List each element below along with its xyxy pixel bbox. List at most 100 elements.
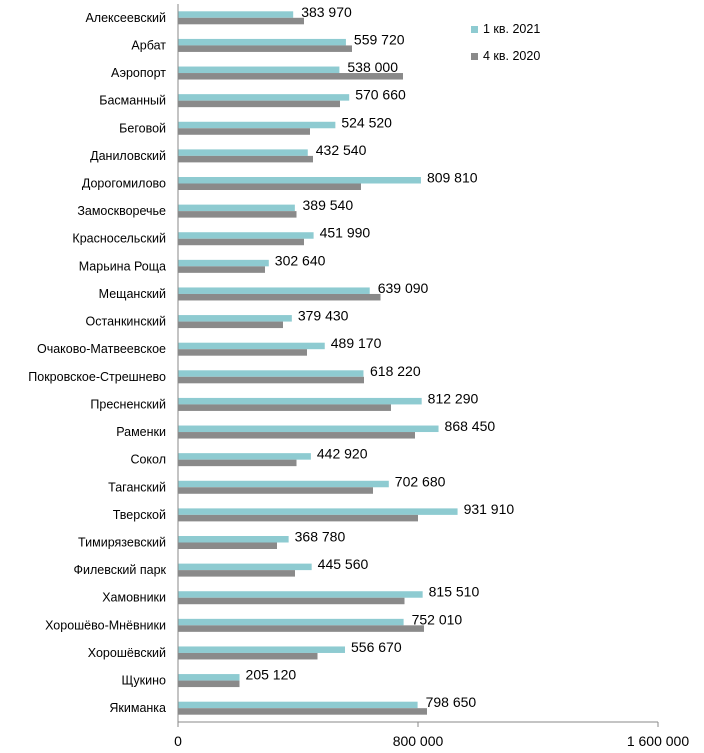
category-label: Мещанский (99, 287, 166, 301)
data-label: 812 290 (428, 390, 479, 406)
data-label: 570 660 (355, 87, 406, 103)
data-label: 639 090 (378, 280, 429, 296)
category-label: Раменки (116, 425, 166, 439)
category-label: Сокол (130, 453, 166, 467)
data-label: 815 510 (429, 584, 480, 600)
data-label: 524 520 (341, 114, 392, 130)
bar-q1-2021 (178, 287, 370, 294)
bar-q1-2021 (178, 259, 269, 267)
bar-q1-2021 (178, 94, 350, 101)
bar-q1-2021 (178, 342, 325, 350)
bar-q1-2021 (178, 177, 421, 184)
bar-q4-2020 (178, 321, 283, 329)
bar-q4-2020 (178, 238, 304, 246)
data-label: 702 680 (395, 473, 446, 489)
data-label: 538 000 (347, 59, 398, 75)
bar-q1-2021 (178, 315, 292, 322)
category-label: Басманный (99, 94, 166, 108)
bar-q1-2021 (178, 591, 423, 598)
data-label: 389 540 (303, 197, 354, 213)
bar-q4-2020 (178, 128, 310, 135)
category-label: Очаково-Матвеевское (37, 342, 166, 356)
data-label: 383 970 (301, 4, 352, 20)
bar-q4-2020 (178, 514, 418, 522)
bar-q1-2021 (178, 508, 458, 515)
bar-q4-2020 (178, 459, 297, 467)
category-label: Тимирязевский (78, 536, 166, 550)
category-label: Хамовники (102, 591, 166, 605)
bar-q1-2021 (178, 66, 340, 74)
category-labels: Алексеевский Арбат Аэропорт Басманный Бегово… (28, 11, 166, 715)
data-label: 618 220 (370, 363, 421, 379)
x-tick-label: 1 600 000 (627, 733, 689, 749)
legend-label: 1 кв. 2021 (483, 22, 540, 36)
bar-q4-2020 (178, 183, 361, 190)
bar-q1-2021 (178, 121, 336, 129)
category-label: Красносельский (72, 232, 166, 246)
data-label: 556 670 (351, 639, 402, 655)
bar-q4-2020 (178, 708, 427, 715)
bar-q4-2020 (178, 542, 277, 549)
bar-q4-2020 (178, 155, 313, 163)
bar-q4-2020 (178, 652, 318, 660)
bar-q4-2020 (178, 597, 405, 605)
bars (178, 11, 458, 715)
x-tick-label: 800 000 (393, 733, 444, 749)
category-label: Аэропорт (111, 66, 166, 80)
bar-q1-2021 (178, 11, 294, 18)
bar-q1-2021 (178, 370, 364, 377)
bar-q1-2021 (178, 397, 422, 405)
data-label: 752 010 (412, 611, 463, 627)
data-label: 302 640 (275, 252, 326, 268)
bar-q1-2021 (178, 701, 418, 709)
bar-q1-2021 (178, 480, 389, 488)
data-label: 931 910 (464, 501, 515, 517)
category-label: Тверской (113, 508, 166, 522)
bar-q4-2020 (178, 17, 304, 25)
x-axis: 0 800 000 1 600 000 (174, 4, 689, 749)
data-label: 559 720 (354, 31, 405, 47)
data-label: 442 920 (317, 446, 368, 462)
legend-swatch (471, 53, 478, 60)
bar-q4-2020 (178, 73, 403, 80)
category-label: Щукино (121, 674, 166, 688)
category-label: Даниловский (90, 149, 166, 163)
category-label: Марьина Роща (79, 259, 166, 273)
data-label: 451 990 (320, 225, 371, 241)
bar-q4-2020 (178, 570, 295, 577)
bar-q4-2020 (178, 349, 307, 356)
bar-q1-2021 (178, 646, 346, 653)
bar-q4-2020 (178, 376, 364, 384)
x-tick-label: 0 (174, 733, 182, 749)
data-label: 809 810 (427, 170, 478, 186)
data-label: 368 780 (295, 529, 346, 545)
bar-q4-2020 (178, 432, 415, 439)
bar-q4-2020 (178, 100, 340, 108)
bar-q1-2021 (178, 618, 404, 626)
bar-q1-2021 (178, 425, 439, 433)
category-label: Беговой (119, 121, 166, 135)
category-label: Дорогомилово (82, 177, 166, 191)
data-label: 489 170 (331, 335, 382, 351)
data-label: 868 450 (445, 418, 496, 434)
category-label: Таганский (108, 480, 166, 494)
bar-q1-2021 (178, 674, 240, 681)
bar-q1-2021 (178, 38, 346, 46)
category-label: Пресненский (90, 397, 166, 411)
bar-q4-2020 (178, 293, 381, 301)
bar-q1-2021 (178, 204, 295, 212)
data-label: 205 120 (246, 667, 297, 683)
bar-q1-2021 (178, 149, 308, 156)
category-label: Замоскворечье (77, 204, 166, 218)
bar-q4-2020 (178, 404, 391, 411)
legend-swatch (471, 26, 478, 33)
bar-q4-2020 (178, 45, 352, 52)
data-label: 798 650 (426, 694, 477, 710)
category-label: Алексеевский (85, 11, 166, 25)
bar-q4-2020 (178, 266, 265, 273)
bar-q4-2020 (178, 487, 373, 494)
data-label: 432 540 (316, 142, 367, 158)
bar-q1-2021 (178, 232, 314, 239)
